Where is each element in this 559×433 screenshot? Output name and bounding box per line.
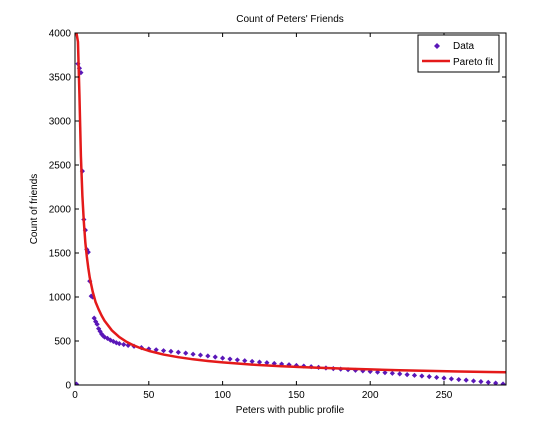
y-tick-label: 1000 <box>49 293 72 304</box>
legend: Data Pareto fit <box>417 34 500 73</box>
chart-title: Count of Peters' Friends <box>236 14 344 25</box>
data-point <box>205 353 211 359</box>
data-point <box>104 335 111 341</box>
data-point <box>101 334 108 340</box>
data-point <box>389 370 395 376</box>
y-tick-label: 2000 <box>49 205 72 216</box>
data-point <box>234 357 240 363</box>
x-tick-label: 100 <box>214 390 231 401</box>
data-point <box>116 341 122 347</box>
y-tick-label: 500 <box>54 337 71 348</box>
data-point <box>426 374 432 380</box>
data-point <box>478 379 484 385</box>
data-point <box>485 379 491 385</box>
data-point <box>121 341 127 348</box>
x-tick-label: 0 <box>72 390 78 401</box>
legend-fit-label: Pareto fit <box>453 57 493 68</box>
data-point <box>190 351 196 357</box>
data-point <box>382 370 388 376</box>
legend-data-marker <box>434 43 440 49</box>
data-point <box>279 361 285 367</box>
data-point <box>93 319 99 325</box>
data-point <box>397 371 403 377</box>
data-point <box>113 340 119 346</box>
data-point <box>175 349 181 355</box>
data-point <box>463 377 469 383</box>
data-point <box>227 356 233 362</box>
x-tick-label: 50 <box>143 390 155 401</box>
data-point <box>220 355 226 361</box>
pareto-fit-line <box>75 33 506 374</box>
data-point <box>100 333 106 339</box>
data-point <box>419 373 425 379</box>
data-point <box>94 321 100 327</box>
y-tick-label: 1500 <box>49 249 72 260</box>
legend-data-label: Data <box>453 41 475 52</box>
data-point <box>256 359 263 365</box>
y-axis-label: Count of friends <box>29 174 40 245</box>
data-point <box>160 348 167 354</box>
y-tick-label: 3500 <box>49 73 72 84</box>
x-axis-label: Peters with public profile <box>236 405 345 416</box>
data-point <box>98 331 105 337</box>
y-tick-label: 3000 <box>49 117 72 128</box>
data-point <box>493 380 499 385</box>
data-point <box>456 376 462 383</box>
data-point <box>500 381 506 385</box>
data-point <box>367 368 373 375</box>
x-tick-label: 250 <box>436 390 453 401</box>
data-point <box>197 352 204 358</box>
y-tick-label: 0 <box>65 381 71 392</box>
x-tick-label: 200 <box>362 390 379 401</box>
legend-box <box>417 34 500 73</box>
data-point <box>212 354 218 360</box>
data-point <box>125 342 131 348</box>
data-point <box>75 381 80 385</box>
plot-area <box>75 33 506 385</box>
data-point <box>153 347 159 353</box>
data-point <box>264 360 270 366</box>
data-point <box>168 348 174 354</box>
data-point <box>404 372 410 378</box>
y-tick-label: 4000 <box>49 29 72 40</box>
axis-ticks: 0 50 100 150 200 2500500100015002000250030003… <box>49 29 506 401</box>
data-point <box>411 372 418 378</box>
data-point <box>441 375 447 381</box>
x-tick-label: 150 <box>288 390 305 401</box>
data-point <box>249 358 255 365</box>
data-point <box>434 374 440 381</box>
data-point <box>448 376 454 382</box>
y-tick-label: 2500 <box>49 161 72 172</box>
data-point <box>242 358 248 364</box>
data-point <box>374 369 381 375</box>
data-point <box>470 378 477 384</box>
data-point <box>183 350 189 356</box>
data-point <box>360 368 366 374</box>
